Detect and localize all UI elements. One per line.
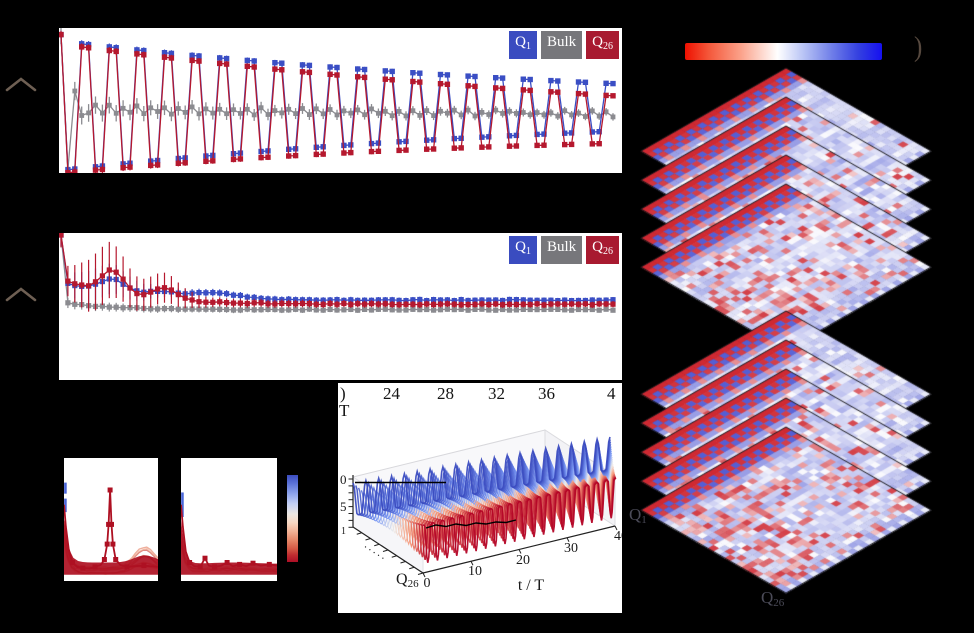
stack-label-q1: Q1	[629, 505, 647, 526]
svg-text:20: 20	[516, 553, 530, 568]
svg-text:0: 0	[340, 472, 347, 487]
svg-text:t / T: t / T	[518, 577, 545, 594]
angle-bracket-fragment: )	[914, 31, 923, 63]
qubit-heatmap-stack-bottom	[640, 309, 932, 595]
svg-text:30: 30	[564, 541, 578, 556]
panel-a-chart	[59, 28, 616, 173]
axis-tick-24: 24	[383, 384, 400, 403]
svg-text:1: 1	[341, 526, 346, 537]
svg-text:Q26: Q26	[396, 571, 419, 590]
angle-bracket-icon	[5, 77, 37, 92]
legend-bulk: Bulk	[540, 31, 583, 59]
axis-tick-fragment: )	[340, 384, 346, 403]
panel-b-time-series: Q1 Bulk Q26	[59, 233, 622, 380]
panel-a-legend: Q1 Bulk Q26	[509, 31, 619, 59]
panel-c-right-chart	[181, 492, 277, 575]
qubit-heatmap-stack-top	[640, 66, 932, 352]
svg-text:5: 5	[340, 499, 347, 514]
horizontal-colorbar	[685, 43, 882, 60]
panel-b-chart	[59, 233, 616, 314]
stack-label-q26: Q26	[761, 588, 785, 609]
svg-text:10: 10	[468, 564, 482, 579]
panel-a-time-series: Q1 Bulk Q26	[59, 28, 622, 173]
panel-c-spectrum-right	[181, 458, 277, 581]
axis-tick-28: 28	[437, 384, 454, 403]
panel-c-spectrum-left	[64, 458, 158, 581]
svg-text:40: 40	[614, 529, 622, 544]
legend-q1: Q1	[509, 236, 537, 264]
svg-text:0: 0	[424, 576, 431, 591]
legend-bulk: Bulk	[540, 236, 583, 264]
legend-q26: Q26	[586, 236, 619, 264]
axis-tick-36: 36	[538, 384, 555, 403]
vertical-colorbar	[287, 475, 298, 562]
axis-tick-32: 32	[488, 384, 505, 403]
axis-label-fragment: T	[339, 401, 350, 420]
axis-tick-40-fragment: 4	[607, 384, 616, 403]
panel-b-legend: Q1 Bulk Q26	[509, 236, 619, 264]
angle-bracket-icon	[5, 287, 37, 302]
panel-c-left-chart	[64, 482, 158, 575]
legend-q26: Q26	[586, 31, 619, 59]
legend-q1: Q1	[509, 31, 537, 59]
